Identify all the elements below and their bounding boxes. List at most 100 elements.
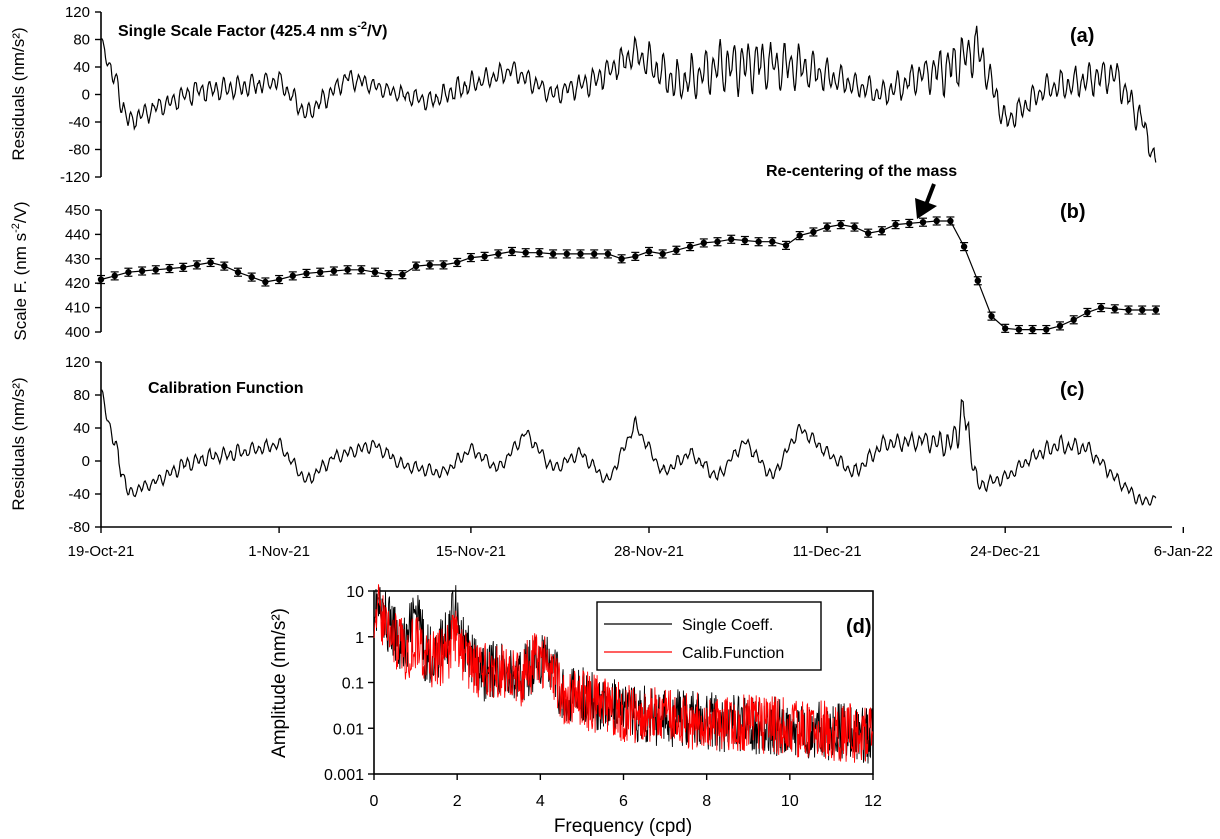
y-tick-label: 450 bbox=[65, 202, 90, 219]
y-tick-label: -40 bbox=[68, 486, 90, 503]
panel-d-label: (d) bbox=[846, 616, 872, 638]
x-tick-label: 0 bbox=[370, 793, 379, 810]
data-point bbox=[851, 223, 858, 231]
data-point bbox=[207, 259, 214, 266]
data-point bbox=[426, 261, 433, 269]
data-point bbox=[673, 247, 680, 254]
y-tick-label: 120 bbox=[65, 4, 90, 21]
data-point bbox=[1056, 322, 1064, 330]
y-tick-label: -80 bbox=[68, 142, 90, 159]
data-point bbox=[1029, 326, 1036, 333]
data-point bbox=[1097, 304, 1105, 311]
data-point bbox=[810, 228, 817, 236]
data-point bbox=[289, 272, 296, 280]
data-point bbox=[837, 221, 844, 228]
data-point bbox=[618, 255, 625, 262]
y-tick-label: 420 bbox=[65, 275, 90, 292]
data-point bbox=[933, 217, 940, 225]
y-tick-label: 40 bbox=[73, 59, 90, 76]
y-tick-label: 0.01 bbox=[333, 721, 364, 738]
panel-a-title: Single Scale Factor (425.4 nm s-2/V) bbox=[118, 20, 387, 40]
y-tick-label: 0.1 bbox=[342, 676, 364, 693]
x-tick-label: 15-Nov-21 bbox=[436, 543, 506, 560]
x-tick-label: 1-Nov-21 bbox=[248, 543, 310, 560]
panel-b-label: (b) bbox=[1060, 201, 1086, 223]
panel-b-y-axis-label: Scale F. (nm s-2/V) bbox=[10, 201, 30, 340]
data-point bbox=[1015, 326, 1023, 333]
x-tick-label: 2 bbox=[453, 793, 462, 810]
data-point bbox=[563, 250, 570, 258]
data-point bbox=[138, 267, 146, 275]
recentering-annotation: Re-centering of the mass bbox=[766, 163, 957, 180]
data-point bbox=[1070, 316, 1077, 323]
data-point bbox=[577, 250, 584, 258]
y-tick-label: 0.001 bbox=[324, 767, 364, 784]
y-tick-label: 10 bbox=[346, 584, 364, 601]
data-point bbox=[371, 269, 379, 276]
data-point bbox=[919, 219, 927, 226]
x-tick-label: 19-Oct-21 bbox=[68, 543, 135, 560]
data-point bbox=[262, 278, 269, 286]
panel-c-label: (c) bbox=[1060, 379, 1084, 401]
panel-a-series-line bbox=[100, 25, 1157, 163]
data-point bbox=[303, 270, 310, 277]
x-tick-label: 28-Nov-21 bbox=[614, 543, 684, 560]
data-point bbox=[248, 273, 255, 281]
y-tick-label: -40 bbox=[68, 114, 90, 131]
panel-a-label: (a) bbox=[1070, 25, 1094, 47]
data-point bbox=[988, 312, 995, 320]
data-point bbox=[234, 269, 242, 276]
y-tick-label: 0 bbox=[82, 453, 90, 470]
x-tick-label: 24-Dec-21 bbox=[970, 543, 1040, 560]
data-point bbox=[1125, 306, 1132, 314]
panel-d-y-axis-label: Amplitude (nm/s²) bbox=[269, 608, 290, 758]
data-point bbox=[97, 276, 105, 283]
data-point bbox=[700, 239, 707, 247]
y-tick-label: 410 bbox=[65, 300, 90, 317]
data-point bbox=[906, 220, 913, 227]
x-tick-label: 10 bbox=[781, 793, 799, 810]
data-point bbox=[1111, 305, 1119, 313]
data-point bbox=[604, 250, 612, 258]
data-point bbox=[947, 217, 954, 225]
data-point bbox=[385, 271, 392, 278]
x-tick-label: 6 bbox=[619, 793, 628, 810]
y-tick-label: 1 bbox=[355, 630, 364, 647]
data-point bbox=[152, 266, 159, 273]
y-tick-label: 120 bbox=[65, 354, 90, 371]
data-point bbox=[769, 238, 776, 245]
data-point bbox=[495, 250, 502, 258]
data-point bbox=[344, 266, 351, 273]
data-point bbox=[1043, 326, 1050, 333]
data-point bbox=[591, 250, 598, 258]
panel-b: 400 410 420 430 440 450 Scale F. (nm s-2/V) (… bbox=[10, 163, 1160, 341]
x-tick-label: 6-Jan-22 bbox=[1154, 543, 1213, 560]
data-point bbox=[536, 249, 543, 256]
x-tick-label: 11-Dec-21 bbox=[793, 543, 862, 560]
recentering-arrow bbox=[915, 183, 937, 219]
panel-c: -80 -40 0 40 80 120 19-Oct-21 1-Nov-21 15-Nov-2… bbox=[9, 354, 1213, 560]
data-point bbox=[686, 243, 694, 250]
data-point bbox=[974, 277, 981, 284]
data-point bbox=[522, 249, 529, 256]
data-point bbox=[399, 271, 406, 278]
data-point bbox=[892, 221, 899, 228]
data-point bbox=[659, 250, 666, 258]
x-tick-label: 8 bbox=[702, 793, 711, 810]
data-point bbox=[467, 254, 475, 261]
data-point bbox=[1139, 306, 1146, 314]
data-point bbox=[741, 237, 749, 244]
data-point bbox=[317, 269, 324, 276]
data-point bbox=[714, 238, 721, 245]
data-point bbox=[358, 266, 365, 273]
legend-label-single-coeff: Single Coeff. bbox=[682, 617, 773, 634]
y-tick-label: 440 bbox=[65, 226, 90, 243]
panel-a: -120 -80 -40 0 40 80 120 Residuals (nm/s²) Sin… bbox=[9, 4, 1157, 186]
data-point bbox=[330, 267, 338, 275]
data-point bbox=[865, 229, 872, 237]
data-point bbox=[1002, 325, 1009, 332]
data-point bbox=[645, 248, 653, 255]
legend-box bbox=[596, 601, 822, 671]
data-point bbox=[508, 248, 516, 255]
